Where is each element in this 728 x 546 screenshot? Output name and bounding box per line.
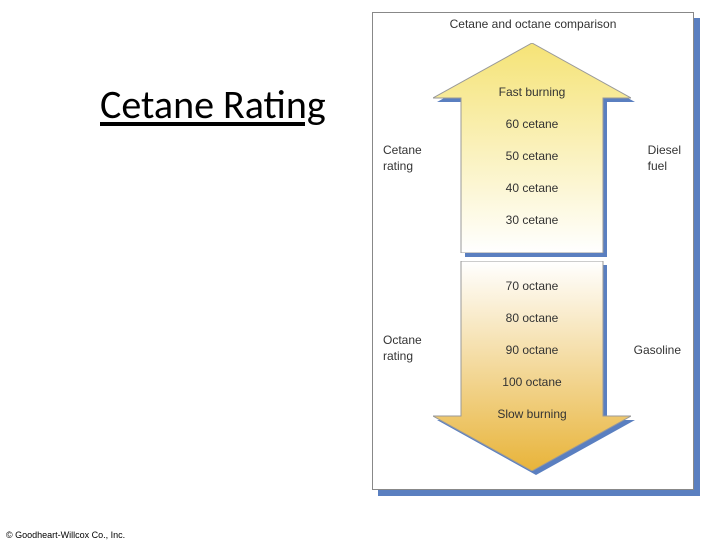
down-label-2: 90 octane <box>433 343 631 357</box>
up-label-3: 40 cetane <box>433 181 631 195</box>
label-gasoline: Gasoline <box>634 343 681 359</box>
slide-title: Cetane Rating <box>100 80 326 129</box>
up-label-0: Fast burning <box>433 85 631 99</box>
up-arrow-labels: Fast burning 60 cetane 50 cetane 40 ceta… <box>433 85 631 227</box>
label-cetane-rating: Cetane rating <box>383 143 422 174</box>
label-diesel-fuel: Diesel fuel <box>648 143 681 174</box>
up-label-1: 60 cetane <box>433 117 631 131</box>
diagram-title: Cetane and octane comparison <box>373 17 693 31</box>
copyright-text: © Goodheart-Willcox Co., Inc. <box>6 530 125 540</box>
up-arrow: Fast burning 60 cetane 50 cetane 40 ceta… <box>433 43 631 253</box>
up-label-2: 50 cetane <box>433 149 631 163</box>
down-arrow: 70 octane 80 octane 90 octane 100 octane… <box>433 261 631 471</box>
down-label-3: 100 octane <box>433 375 631 389</box>
down-label-4: Slow burning <box>433 407 631 421</box>
up-label-4: 30 cetane <box>433 213 631 227</box>
down-arrow-labels: 70 octane 80 octane 90 octane 100 octane… <box>433 279 631 421</box>
down-label-0: 70 octane <box>433 279 631 293</box>
down-label-1: 80 octane <box>433 311 631 325</box>
diagram-box: Cetane and octane comparison Cetane rati… <box>372 12 694 490</box>
label-octane-rating: Octane rating <box>383 333 422 364</box>
